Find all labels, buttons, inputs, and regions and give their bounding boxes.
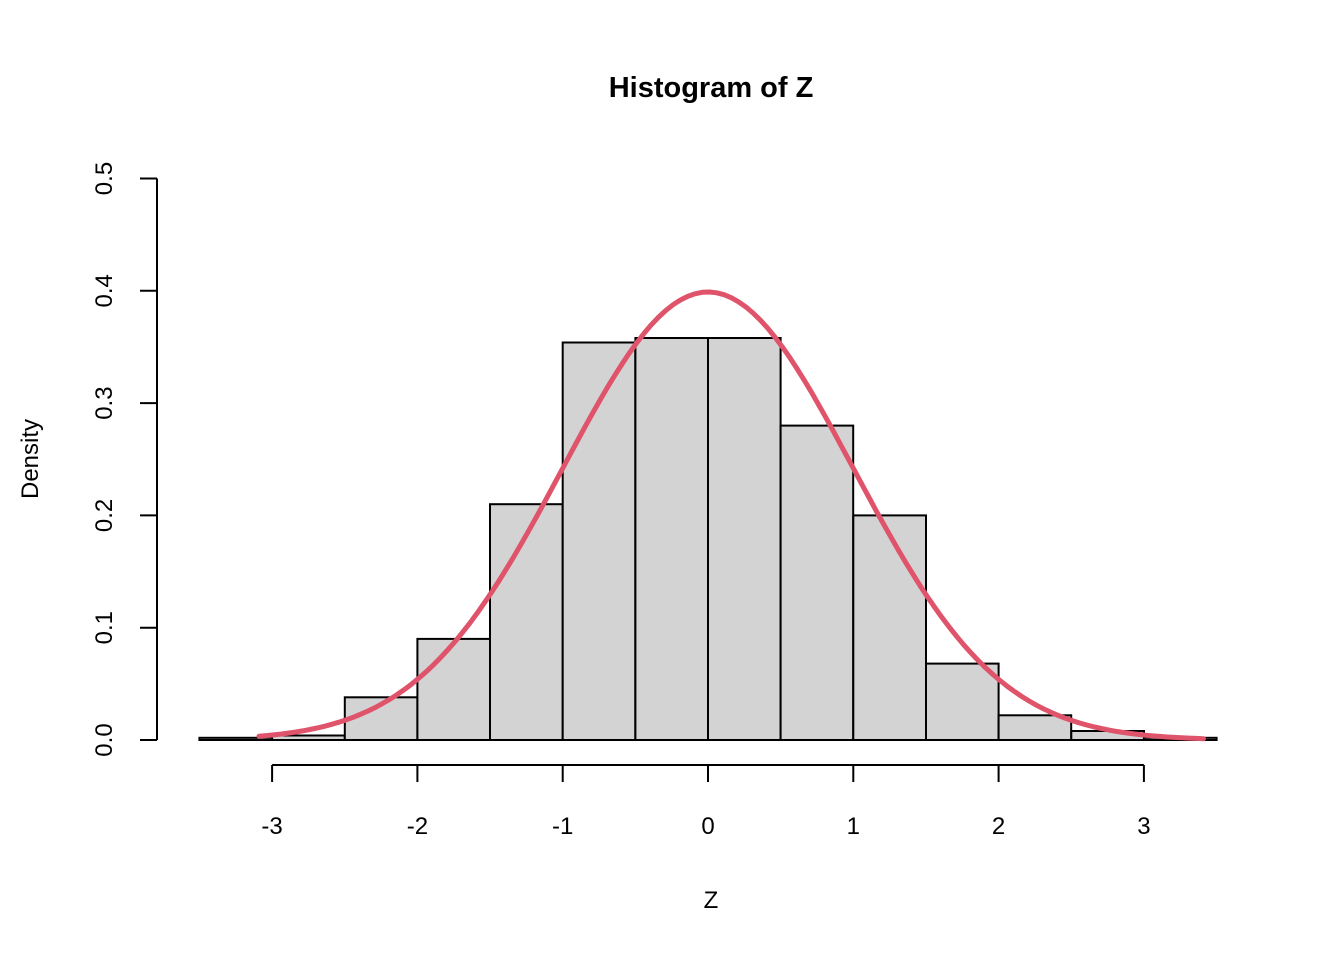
y-tick-label: 0.5 [91, 162, 118, 195]
y-axis-label: Density [17, 419, 44, 499]
y-tick-label: 0.4 [91, 274, 118, 307]
y-tick-label: 0.0 [91, 723, 118, 756]
x-tick-label: -1 [552, 813, 573, 840]
histogram-bar [925, 662, 1000, 741]
x-tick-label: -3 [261, 813, 282, 840]
x-axis-label: Z [704, 887, 719, 914]
chart-title: Histogram of Z [609, 72, 814, 104]
x-tick-label: 3 [1137, 813, 1150, 840]
x-tick-label: -2 [407, 813, 428, 840]
x-axis: -3 -2 -1 0 1 2 3 [261, 764, 1151, 840]
histogram-bar [707, 337, 782, 741]
x-tick-label: 0 [701, 813, 714, 840]
histogram-bar [634, 337, 710, 741]
y-tick-label: 0.2 [91, 499, 118, 532]
y-axis: 0.0 0.1 0.2 0.3 0.4 0.5 [91, 162, 158, 757]
x-tick-label: 2 [992, 813, 1005, 840]
histogram-bar [416, 637, 491, 742]
histogram-bar [997, 714, 1073, 741]
histogram-bar [779, 424, 855, 741]
normal-curve-line [256, 289, 1206, 742]
x-tick-label: 1 [847, 813, 860, 840]
histogram-bar [561, 341, 637, 741]
y-tick-label: 0.3 [91, 386, 118, 419]
histogram-bars [198, 337, 1218, 742]
density-curve [256, 289, 1206, 742]
histogram-bar [852, 514, 927, 742]
y-tick-label: 0.1 [91, 611, 118, 644]
